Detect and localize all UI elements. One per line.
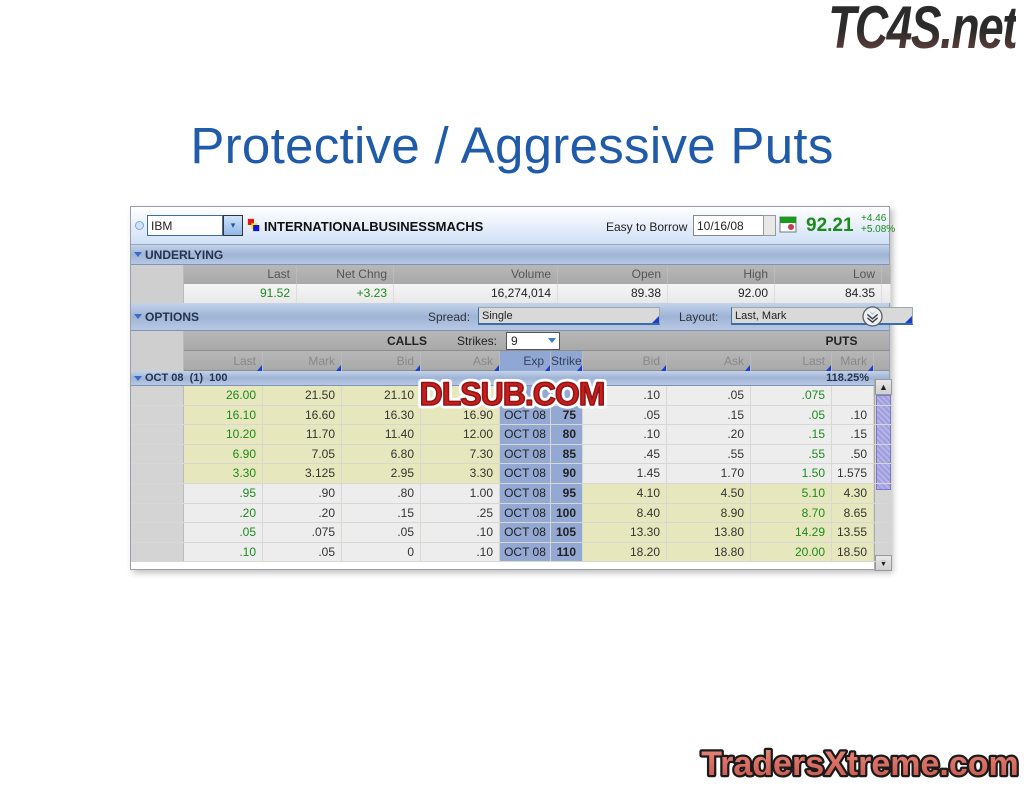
svg-text:DLSUB.COM: DLSUB.COM [420, 376, 605, 412]
svg-text:TradersXtreme.com: TradersXtreme.com [701, 745, 1019, 783]
